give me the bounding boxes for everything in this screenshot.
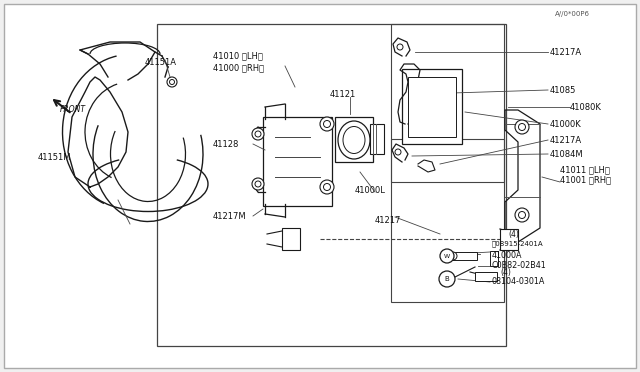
Text: FRONT: FRONT	[60, 105, 86, 113]
Text: 41001 〈RH〉: 41001 〈RH〉	[560, 176, 611, 185]
Ellipse shape	[338, 121, 370, 159]
Circle shape	[323, 183, 330, 190]
Bar	[402, 69, 462, 144]
Circle shape	[323, 121, 330, 128]
Bar	[490, 251, 498, 266]
Text: 41085: 41085	[550, 86, 577, 94]
Circle shape	[320, 117, 334, 131]
Text: 41128: 41128	[213, 140, 239, 148]
Text: 41217: 41217	[375, 215, 401, 224]
Circle shape	[255, 181, 261, 187]
Text: 41084M: 41084M	[550, 150, 584, 158]
Text: 41010 〈LH〉: 41010 〈LH〉	[213, 51, 263, 61]
Text: 41217M: 41217M	[213, 212, 246, 221]
Bar	[475, 272, 497, 281]
Circle shape	[320, 180, 334, 194]
Circle shape	[449, 252, 457, 260]
Circle shape	[252, 128, 264, 140]
Text: 41151M: 41151M	[38, 153, 72, 161]
Circle shape	[518, 212, 525, 218]
Circle shape	[170, 80, 175, 84]
Bar	[157, 24, 506, 346]
Text: 41000K: 41000K	[550, 119, 582, 128]
Bar	[335, 117, 373, 162]
Text: 41217A: 41217A	[550, 135, 582, 144]
Bar	[500, 229, 518, 250]
Circle shape	[515, 120, 529, 134]
Text: 41151A: 41151A	[145, 58, 177, 67]
Circle shape	[397, 44, 403, 50]
Text: 41217A: 41217A	[550, 48, 582, 57]
Text: 41000A: 41000A	[492, 250, 522, 260]
Text: B: B	[445, 276, 449, 282]
Text: (4): (4)	[508, 230, 519, 238]
Bar	[391, 139, 504, 302]
Text: 08104-0301A: 08104-0301A	[492, 278, 545, 286]
Circle shape	[255, 131, 261, 137]
Bar	[452, 252, 477, 260]
Circle shape	[252, 178, 264, 190]
Text: 41000L: 41000L	[355, 186, 386, 195]
Text: (4): (4)	[500, 267, 511, 276]
Ellipse shape	[343, 126, 365, 154]
Bar	[282, 228, 300, 250]
Text: A//0*00P6: A//0*00P6	[555, 11, 590, 17]
Text: C0B82-02B41: C0B82-02B41	[492, 260, 547, 269]
Bar	[408, 77, 456, 137]
Text: Ⓦ08915-2401A: Ⓦ08915-2401A	[492, 241, 543, 247]
Text: 41080K: 41080K	[570, 103, 602, 112]
Circle shape	[518, 124, 525, 131]
Text: 41000 〈RH〉: 41000 〈RH〉	[213, 64, 264, 73]
Text: 41121: 41121	[330, 90, 356, 99]
Circle shape	[439, 271, 455, 287]
Circle shape	[167, 77, 177, 87]
FancyBboxPatch shape	[263, 117, 332, 206]
Bar	[370, 124, 384, 154]
Circle shape	[440, 249, 454, 263]
Text: 41011 〈LH〉: 41011 〈LH〉	[560, 166, 610, 174]
Circle shape	[515, 208, 529, 222]
Circle shape	[395, 149, 401, 155]
Text: W: W	[444, 253, 450, 259]
Bar	[391, 24, 504, 182]
